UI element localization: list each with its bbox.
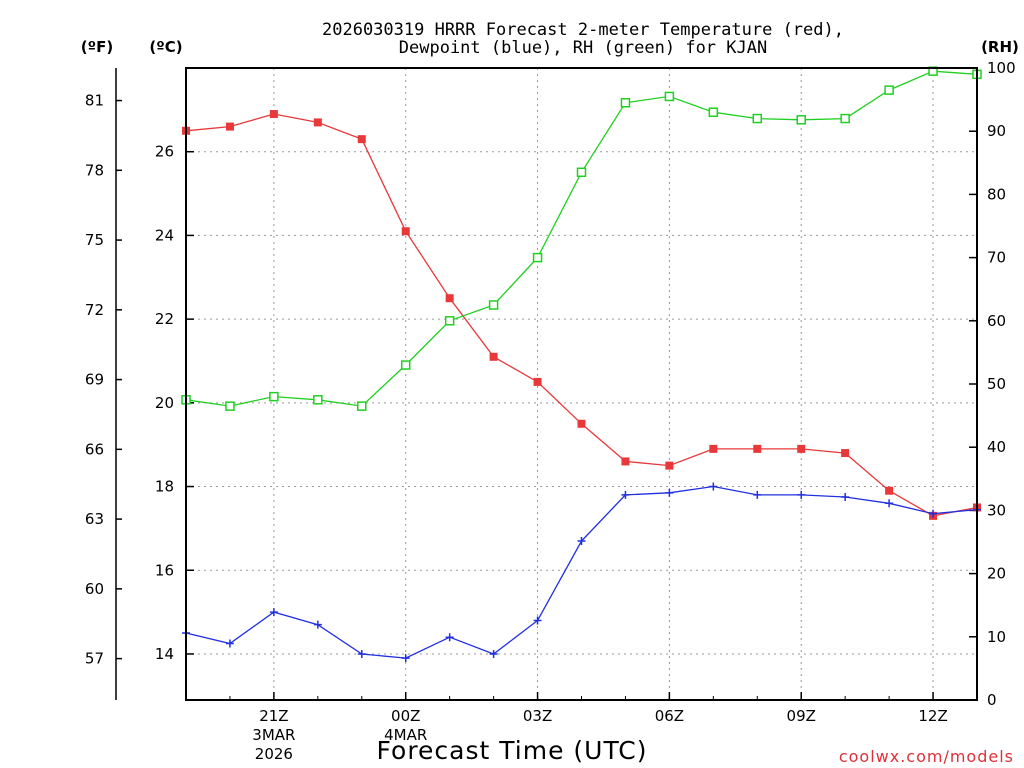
rh-point	[709, 108, 717, 116]
rh-axis: 0 10 20 30 40 50 60 70 80 90 100	[969, 59, 1016, 709]
x-tick-label: 09Z	[787, 707, 816, 725]
celsius-tick-label: 24	[155, 226, 174, 244]
rh-point	[841, 115, 849, 123]
fahrenheit-tick-label: 66	[85, 440, 104, 458]
rh-tick-label: 60	[987, 312, 1006, 330]
rh-line	[186, 71, 977, 406]
dewpoint-point	[841, 493, 849, 501]
dewpoint-point	[753, 491, 761, 499]
celsius-tick-label: 14	[155, 645, 174, 663]
rh-tick-label: 20	[987, 565, 1006, 583]
rh-tick-label: 30	[987, 501, 1006, 519]
dewpoint-point	[314, 621, 322, 629]
temperature-point	[797, 445, 805, 453]
plot-frame	[186, 68, 977, 700]
dewpoint-point	[885, 499, 893, 507]
fahrenheit-tick-label: 75	[85, 231, 104, 249]
dewpoint-point	[358, 650, 366, 658]
fahrenheit-tick-label: 81	[85, 92, 104, 110]
credit-text: coolwx.com/models	[839, 747, 1014, 766]
fahrenheit-tick-label: 63	[85, 510, 104, 528]
x-tick-label: 06Z	[655, 707, 684, 725]
dewpoint-line	[186, 487, 977, 659]
rh-tick-label: 90	[987, 122, 1006, 140]
rh-point	[665, 92, 673, 100]
rh-tick-label: 80	[987, 185, 1006, 203]
rh-point	[314, 396, 322, 404]
celsius-tick-label: 18	[155, 478, 174, 496]
chart-title-line2: Dewpoint (blue), RH (green) for KJAN	[399, 38, 767, 58]
temperature-point	[753, 445, 761, 453]
temperature-point	[534, 378, 542, 386]
rh-point	[621, 99, 629, 107]
rh-point	[226, 402, 234, 410]
rh-tick-label: 40	[987, 438, 1006, 456]
dewpoint-point	[709, 483, 717, 491]
rh-unit-label: (RH)	[981, 38, 1019, 56]
fahrenheit-tick-label: 69	[85, 371, 104, 389]
rh-point	[358, 402, 366, 410]
temperature-point	[358, 135, 366, 143]
dewpoint-point	[797, 491, 805, 499]
rh-point	[797, 116, 805, 124]
fahrenheit-tick-label: 60	[85, 580, 104, 598]
rh-tick-label: 50	[987, 375, 1006, 393]
temperature-point	[402, 227, 410, 235]
rh-tick-label: 70	[987, 249, 1006, 267]
series-group	[182, 67, 981, 662]
x-axis-title: Forecast Time (UTC)	[377, 736, 648, 765]
rh-point	[534, 254, 542, 262]
grid	[186, 68, 977, 700]
temperature-point	[621, 457, 629, 465]
x-tick-label: 00Z	[391, 707, 420, 725]
rh-point	[402, 361, 410, 369]
rh-point	[270, 393, 278, 401]
temperature-point	[446, 294, 454, 302]
celsius-tick-label: 22	[155, 310, 174, 328]
dewpoint-point	[446, 633, 454, 641]
rh-point	[753, 115, 761, 123]
rh-point	[885, 86, 893, 94]
x-tick-label: 12Z	[918, 707, 947, 725]
x-tick-label: 03Z	[523, 707, 552, 725]
chart-title-line1: 2026030319 HRRR Forecast 2-meter Tempera…	[322, 20, 844, 40]
fahrenheit-unit-label: (ºF)	[81, 38, 113, 56]
temperature-point	[841, 449, 849, 457]
rh-tick-label: 100	[987, 59, 1016, 77]
temperature-point	[490, 353, 498, 361]
fahrenheit-axis: 57 60 63 66 69 72 75 78 81	[85, 68, 122, 700]
x-tick-label: 21Z	[259, 707, 288, 725]
rh-point	[578, 168, 586, 176]
temperature-point	[578, 420, 586, 428]
fahrenheit-tick-label: 72	[85, 301, 104, 319]
rh-tick-label: 10	[987, 628, 1006, 646]
rh-point	[490, 301, 498, 309]
dewpoint-point	[270, 608, 278, 616]
dewpoint-point	[665, 489, 673, 497]
celsius-tick-label: 26	[155, 143, 174, 161]
temperature-point	[226, 123, 234, 131]
temperature-point	[709, 445, 717, 453]
temperature-point	[314, 118, 322, 126]
forecast-chart: 2026030319 HRRR Forecast 2-meter Tempera…	[0, 0, 1024, 768]
rh-point	[446, 317, 454, 325]
dewpoint-point	[402, 654, 410, 662]
fahrenheit-tick-label: 57	[85, 650, 104, 668]
celsius-unit-label: (ºC)	[149, 38, 182, 56]
rh-tick-label: 0	[987, 691, 997, 709]
celsius-tick-label: 16	[155, 561, 174, 579]
temperature-point	[885, 487, 893, 495]
celsius-tick-label: 20	[155, 394, 174, 412]
fahrenheit-tick-label: 78	[85, 161, 104, 179]
temperature-point	[270, 110, 278, 118]
temperature-point	[665, 462, 673, 470]
x-tick-year: 2026	[255, 745, 293, 763]
x-tick-date: 3MAR	[252, 726, 295, 744]
